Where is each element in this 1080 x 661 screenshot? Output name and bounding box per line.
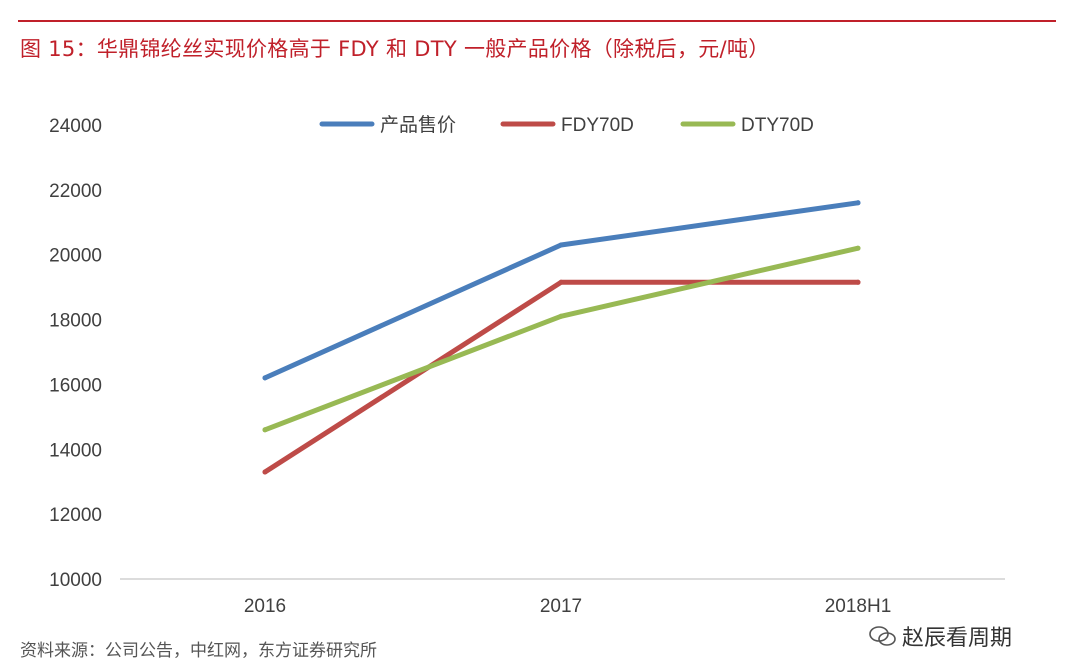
series-line-2 xyxy=(262,279,861,475)
watermark: 赵辰看周期 xyxy=(868,620,1012,652)
legend-label: 产品售价 xyxy=(380,114,456,136)
y-tick-label: 14000 xyxy=(49,440,102,461)
legend-label: FDY70D xyxy=(561,115,634,136)
x-tick-label: 2016 xyxy=(244,596,286,617)
x-tick-label: 2017 xyxy=(540,596,582,617)
x-tick-label: 2018H1 xyxy=(825,596,892,617)
y-tick-label: 22000 xyxy=(49,181,102,202)
data-point xyxy=(558,313,564,319)
series-line-1 xyxy=(262,200,861,381)
data-point xyxy=(855,279,861,285)
y-tick-label: 16000 xyxy=(49,375,102,396)
figure-title: 图 15：华鼎锦纶丝实现价格高于 FDY 和 DTY 一般产品价格（除税后，元/… xyxy=(20,37,770,61)
y-tick-label: 12000 xyxy=(49,505,102,526)
source-note: 资料来源：公司公告，中红网，东方证券研究所 xyxy=(20,641,377,661)
y-tick-label: 10000 xyxy=(49,570,102,591)
data-point xyxy=(262,427,268,433)
top-rule xyxy=(18,20,1056,22)
data-point xyxy=(855,245,861,251)
data-point xyxy=(262,375,268,381)
data-point xyxy=(558,242,564,248)
y-tick-label: 20000 xyxy=(49,246,102,267)
wechat-icon xyxy=(869,626,896,646)
data-point xyxy=(262,469,268,475)
data-point xyxy=(855,200,861,206)
legend-label: DTY70D xyxy=(741,115,814,136)
watermark-text: 赵辰看周期 xyxy=(902,626,1013,651)
data-point xyxy=(558,279,564,285)
y-tick-label: 18000 xyxy=(49,311,102,332)
y-tick-label: 24000 xyxy=(49,116,102,137)
